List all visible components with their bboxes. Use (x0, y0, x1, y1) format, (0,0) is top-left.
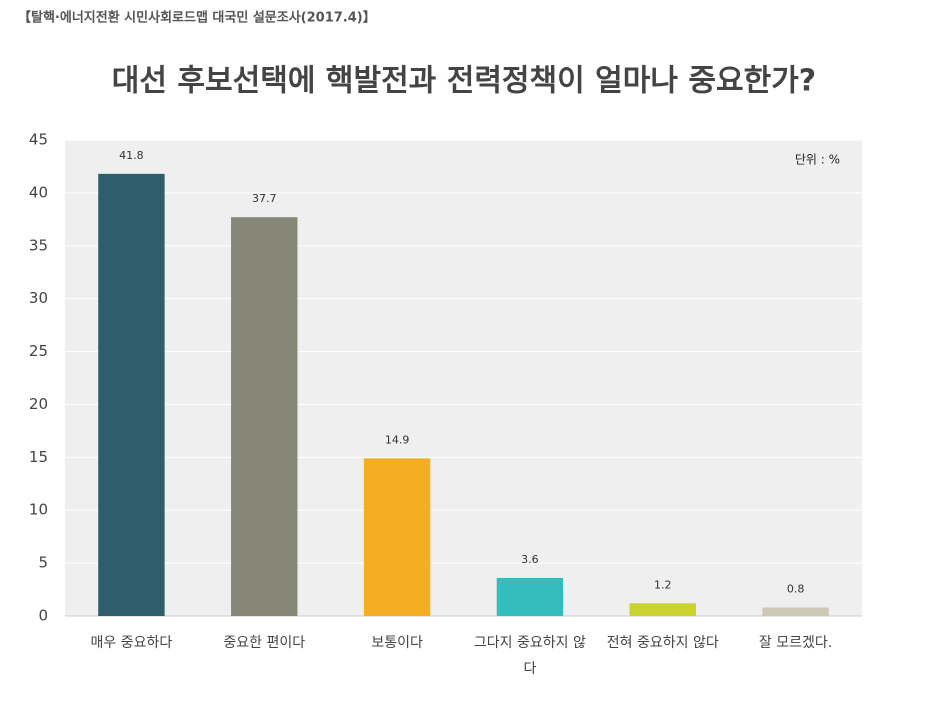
bar (363, 458, 431, 616)
y-tick-label: 15 (29, 448, 48, 466)
bar (762, 607, 829, 616)
y-tick-label: 40 (29, 183, 48, 201)
bar (231, 217, 298, 616)
x-tick-label: 매우 중요하다 (90, 635, 173, 651)
x-tick-label: 보통이다 (371, 635, 423, 651)
value-label: 41.8 (119, 149, 144, 162)
x-tick-label: 중요한 편이다 (223, 635, 306, 651)
y-tick-label: 20 (29, 395, 48, 413)
y-tick-label: 30 (29, 289, 48, 307)
plot-area (65, 140, 862, 616)
bar (496, 577, 564, 616)
y-tick-label: 0 (38, 607, 48, 625)
value-label: 14.9 (385, 433, 410, 446)
x-tick-label: 잘 모르겠다. (758, 635, 833, 651)
bar (98, 173, 165, 617)
value-label: 3.6 (521, 553, 539, 566)
unit-note: 단위 : % (795, 153, 840, 167)
value-label: 1.2 (654, 578, 672, 591)
y-tick-label: 45 (29, 131, 48, 149)
y-tick-label: 5 (38, 554, 48, 572)
bar (629, 603, 696, 616)
chart-subtitle: 【탈핵·에너지전환 시민사회로드맵 대국민 설문조사(2017.4)】 (18, 10, 376, 26)
y-tick-label: 10 (29, 501, 48, 519)
x-tick-label: 전혀 중요하지 않다 (606, 635, 719, 651)
value-label: 37.7 (252, 192, 277, 205)
y-tick-label: 35 (29, 236, 48, 254)
x-tick-label: 그다지 중요하지 않다 (473, 635, 586, 677)
chart-title: 대선 후보선택에 핵발전과 전력정책이 얼마나 중요한가? (112, 64, 816, 99)
y-tick-label: 25 (29, 342, 48, 360)
value-label: 0.8 (787, 583, 805, 596)
